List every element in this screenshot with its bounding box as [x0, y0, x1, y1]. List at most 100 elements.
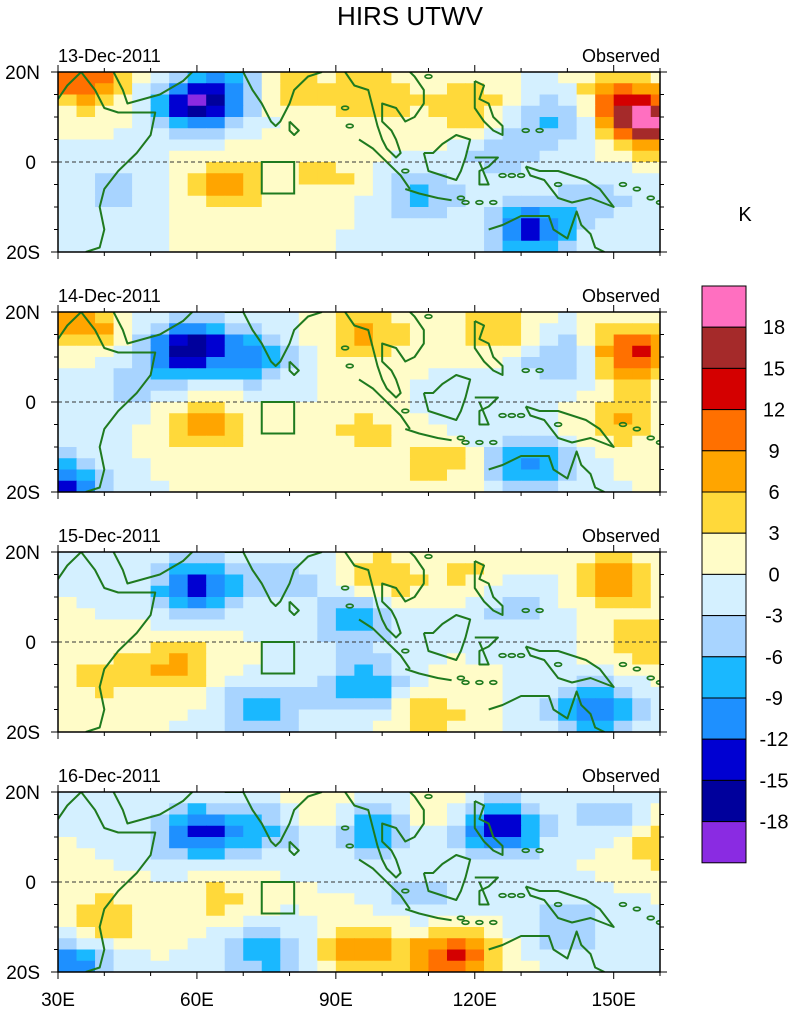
field-cell [502, 893, 522, 905]
field-cell [335, 915, 355, 928]
field-cell [280, 447, 300, 459]
field-cell [465, 240, 485, 252]
field-cell [576, 139, 596, 152]
field-cell [391, 960, 411, 972]
field-cell [465, 938, 485, 950]
field-cell [261, 94, 281, 107]
field-cell [502, 150, 522, 163]
field-cell [372, 949, 392, 962]
field-cell [280, 402, 300, 414]
field-cell [298, 390, 318, 403]
field-cell [76, 960, 96, 972]
field-cell [95, 195, 115, 208]
field-cell [650, 402, 660, 414]
field-cell [484, 859, 504, 872]
field-cell [595, 882, 615, 894]
field-cell [243, 882, 263, 894]
field-cell [224, 597, 244, 609]
colorbar-tick-label: 15 [763, 358, 785, 380]
island [646, 435, 656, 441]
field-cell [558, 105, 578, 118]
field-cell [558, 345, 578, 358]
island [632, 186, 642, 192]
field-cell [502, 105, 522, 118]
field-cell [243, 792, 263, 804]
field-cell [539, 938, 559, 950]
field-cell [317, 207, 337, 219]
field-cell [95, 83, 115, 95]
field-cell [335, 195, 355, 208]
field-cell [650, 848, 660, 860]
field-cell [261, 128, 281, 140]
field-cell [354, 837, 374, 849]
field-cell [76, 150, 96, 163]
field-cell [58, 664, 78, 677]
field-cell [335, 825, 355, 838]
field-cell [521, 435, 541, 448]
field-cell [317, 642, 337, 654]
field-cell [169, 72, 189, 84]
field-cell [261, 585, 281, 598]
field-cell [76, 574, 96, 587]
field-cell [317, 848, 337, 860]
coastline [524, 405, 615, 448]
field-cell [650, 218, 660, 230]
field-cell [298, 960, 318, 972]
field-cell [391, 552, 411, 564]
field-cell [632, 574, 652, 587]
field-cell [224, 402, 244, 414]
field-cell [613, 687, 633, 699]
field-cell [465, 837, 485, 849]
field-cell [317, 195, 337, 208]
field-cell [484, 334, 504, 347]
field-cell [650, 574, 660, 587]
field-cell [632, 128, 652, 140]
field-cell [317, 379, 337, 392]
field-cell [132, 368, 152, 380]
field-cell [428, 720, 448, 732]
field-cell [113, 368, 133, 380]
field-cell [391, 664, 411, 677]
field-cell [595, 630, 615, 643]
y-tick-label: 0 [25, 393, 36, 414]
field-cell [502, 83, 522, 95]
field-cell [409, 139, 429, 152]
field-cell [484, 162, 504, 174]
field-cell [558, 368, 578, 380]
field-cell [409, 814, 429, 827]
field-cell [613, 938, 633, 950]
x-tick-label: 90E [319, 990, 353, 1011]
target-region-box [260, 401, 296, 435]
field-cell [317, 128, 337, 140]
field-cell [632, 630, 652, 643]
field-cell [95, 825, 115, 838]
field-cell [243, 608, 263, 620]
field-cell [650, 893, 660, 905]
y-tick-label: 0 [25, 873, 36, 894]
field-cell [428, 173, 448, 185]
field-cell [243, 150, 263, 163]
field-cell [317, 469, 337, 482]
field-cell [446, 458, 467, 470]
field-cell [58, 207, 78, 219]
field-cell [76, 368, 96, 380]
field-cell [465, 653, 485, 665]
field-cell [224, 105, 244, 118]
field-cell [446, 619, 467, 632]
field-cell [76, 195, 96, 208]
field-cell [169, 207, 189, 219]
field-cell [391, 915, 411, 928]
field-cell [484, 413, 504, 425]
field-cell [391, 949, 411, 962]
field-cell [150, 150, 170, 163]
field-cell [95, 642, 115, 654]
field-cell [372, 402, 392, 414]
field-cell [132, 563, 152, 575]
field-cell [280, 424, 300, 437]
field-cell [446, 447, 467, 459]
field-cell [576, 195, 596, 208]
field-cell [613, 893, 633, 905]
field-cell [187, 312, 207, 324]
field-cell [280, 435, 300, 448]
field-cell [187, 585, 207, 598]
